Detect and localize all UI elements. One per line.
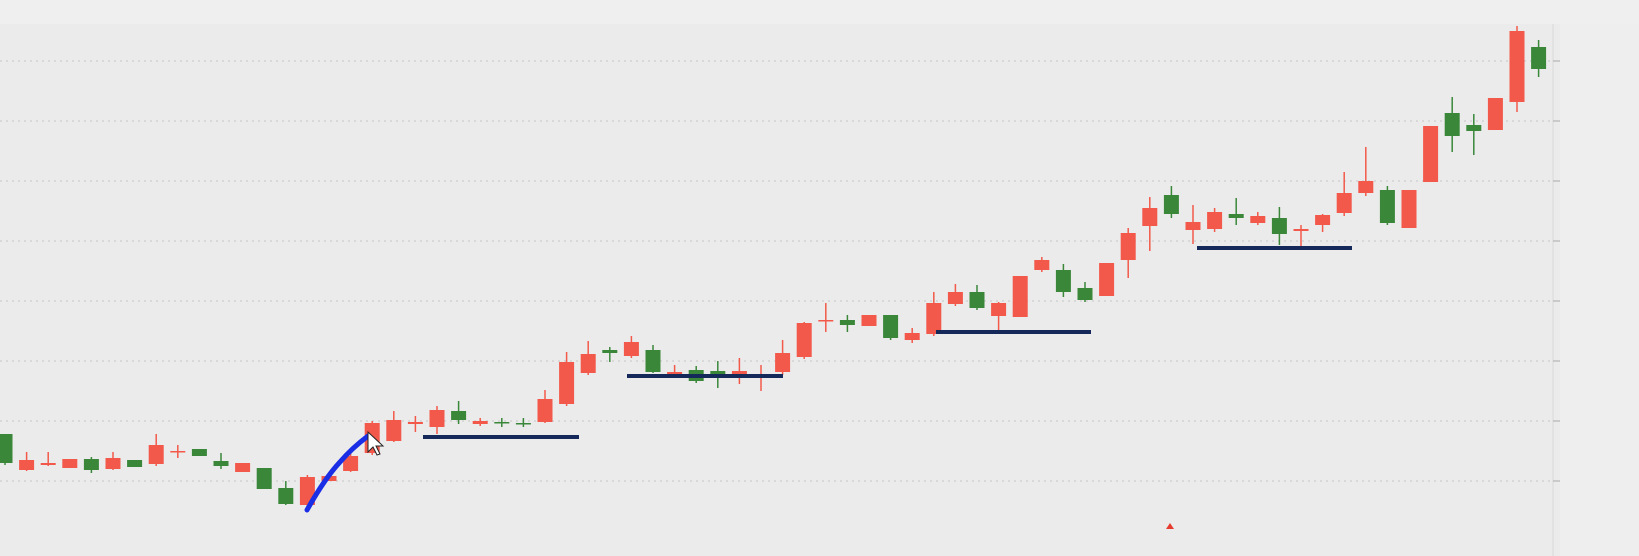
- candle-body: [1271, 218, 1287, 234]
- candle-body: [1163, 195, 1179, 214]
- candle-body: [1509, 31, 1525, 102]
- candle-body: [796, 323, 812, 357]
- candle-body: [1185, 222, 1201, 230]
- candle-body: [170, 451, 186, 453]
- candle-body: [0, 434, 13, 463]
- candle-body: [1401, 190, 1417, 228]
- marker: [1166, 523, 1174, 529]
- candle-body: [278, 488, 294, 504]
- candle-body: [1358, 181, 1374, 193]
- candle-body: [1099, 263, 1115, 296]
- candle-body: [926, 303, 942, 334]
- candle-body: [1207, 212, 1223, 229]
- price-axis-area: [1560, 24, 1639, 556]
- candle-body: [429, 410, 445, 427]
- hand-drawn-stroke: [304, 433, 371, 513]
- candle-body: [1055, 270, 1071, 292]
- candle-body: [19, 460, 35, 470]
- candle-body: [494, 422, 510, 424]
- candle-body: [969, 292, 985, 308]
- top-bar: [0, 0, 1639, 24]
- candle-body: [235, 463, 251, 472]
- candle-body: [127, 460, 143, 467]
- mouse-cursor: [367, 430, 385, 456]
- candle-body: [213, 461, 229, 466]
- candle-body: [602, 350, 618, 353]
- candle-body: [947, 292, 963, 304]
- candle-body: [1142, 208, 1158, 226]
- candle-body: [1315, 215, 1331, 225]
- candle-body: [1336, 193, 1352, 213]
- candle-body: [515, 423, 531, 425]
- candle-body: [1466, 125, 1482, 131]
- candle-body: [1293, 229, 1309, 231]
- candle-body: [839, 320, 855, 325]
- candle-body: [1228, 214, 1244, 218]
- candle-body: [105, 458, 121, 469]
- candle-body: [1120, 233, 1136, 260]
- candle-body: [191, 449, 207, 456]
- candle-body: [537, 399, 553, 422]
- candle-body: [386, 420, 402, 441]
- candle-body: [904, 333, 920, 340]
- candle-body: [40, 463, 56, 465]
- candle-body: [1444, 113, 1460, 136]
- candle-body: [645, 350, 661, 372]
- candle-body: [775, 353, 791, 372]
- candle-body: [1487, 98, 1503, 130]
- candles: [0, 26, 1547, 508]
- candle-body: [667, 372, 683, 374]
- candle-body: [559, 362, 575, 404]
- candle-body: [991, 303, 1007, 316]
- candle-body: [818, 320, 834, 322]
- candle-body: [1423, 126, 1439, 182]
- candle-body: [883, 315, 899, 338]
- candle-body: [472, 421, 488, 424]
- candle-body: [148, 445, 164, 464]
- candle-body: [861, 315, 877, 326]
- candle-body: [62, 459, 78, 468]
- candle-body: [343, 456, 359, 471]
- candle-body: [451, 411, 467, 420]
- candle-body: [1531, 47, 1547, 69]
- candle-body: [256, 468, 272, 489]
- candle-body: [407, 422, 423, 424]
- candle-body: [1379, 190, 1395, 223]
- candle-body: [83, 459, 99, 470]
- candle-body: [1250, 216, 1266, 223]
- annotations: [304, 246, 1352, 529]
- candle-body: [1034, 260, 1050, 270]
- candle-body: [1077, 288, 1093, 300]
- candle-body: [1012, 276, 1028, 317]
- candle-body: [580, 354, 596, 373]
- candle-body: [623, 342, 639, 356]
